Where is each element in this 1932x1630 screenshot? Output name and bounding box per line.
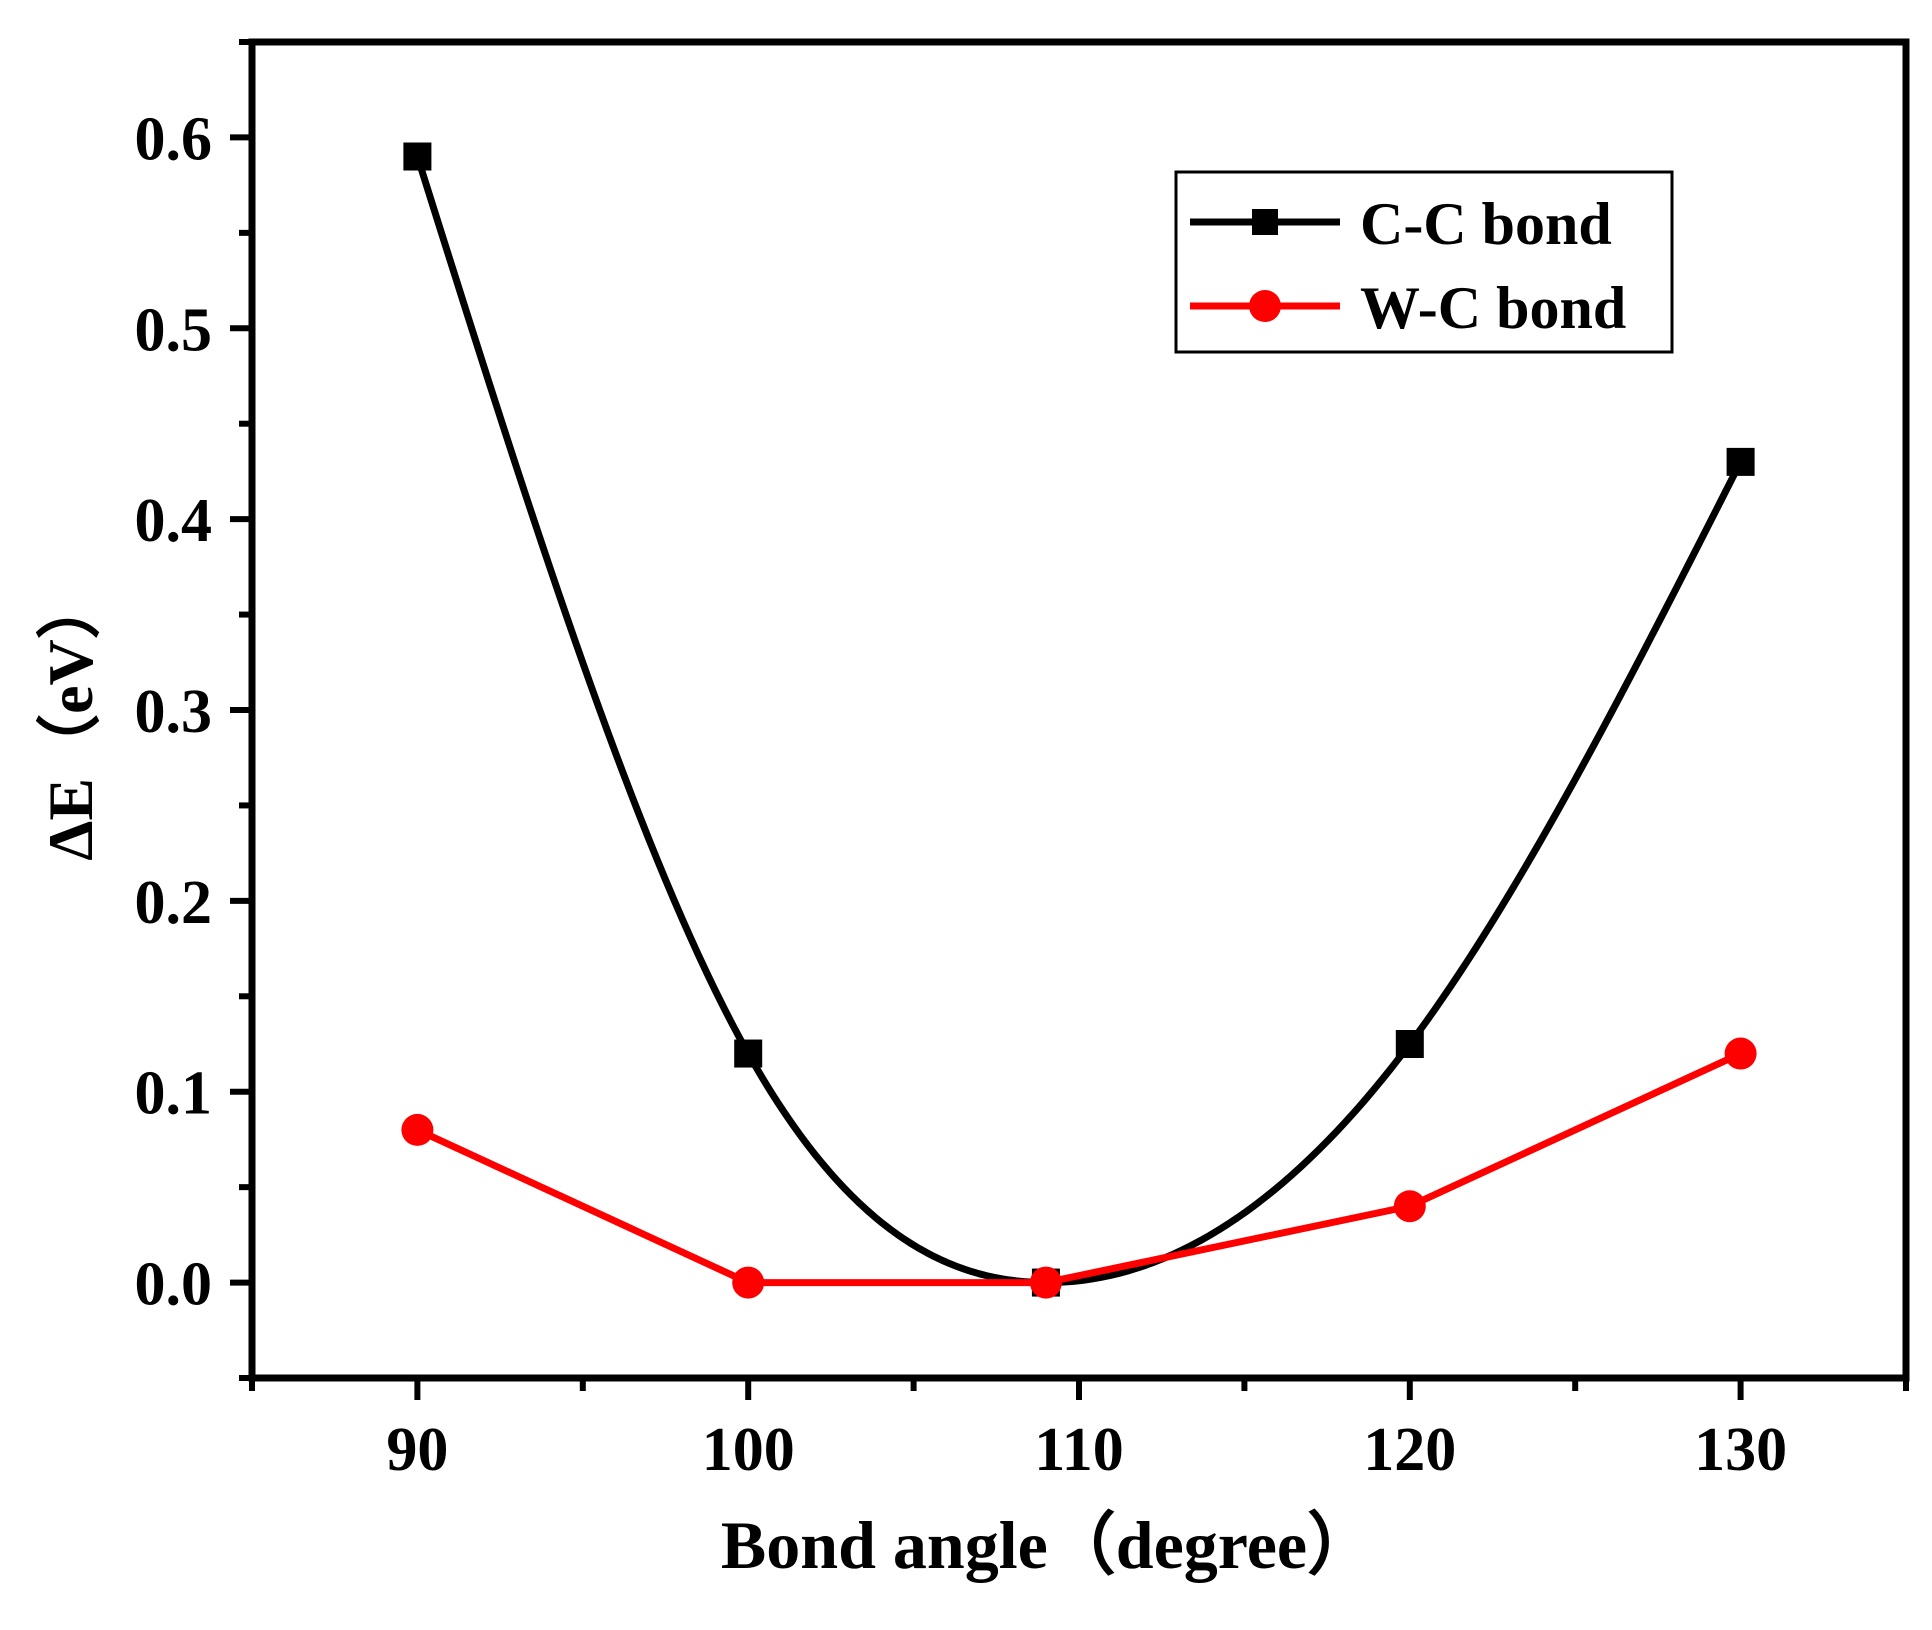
- x-axis-title: Bond angle（degree）: [721, 1507, 1375, 1583]
- y-tick-label: 0.3: [135, 678, 213, 746]
- y-tick-label: 0.4: [135, 487, 213, 555]
- legend-label: C-C bond: [1360, 191, 1612, 257]
- x-tick-label: 110: [1034, 1416, 1124, 1484]
- x-tick-label: 120: [1363, 1416, 1456, 1484]
- series-layer: [401, 142, 1757, 1299]
- axes-layer: 90 100 110 120 130 0.0 0.1 0.2 0.3 0.4 0.5 0.6: [135, 38, 1910, 1484]
- y-tick-label: 0.0: [135, 1251, 213, 1319]
- series-line-w-c-bond: [415, 1050, 1743, 1287]
- legend-marker: [1252, 209, 1278, 235]
- data-point-w-c-bond: [1724, 1037, 1757, 1070]
- data-point-c-c-bond: [403, 142, 432, 171]
- data-point-w-c-bond: [401, 1113, 434, 1146]
- y-tick-label: 0.6: [135, 105, 213, 173]
- x-tick-label: 100: [702, 1416, 795, 1484]
- legend-box: [1174, 170, 1674, 354]
- y-tick-label: 0.2: [135, 869, 213, 937]
- data-point-c-c-bond: [1726, 447, 1755, 476]
- y-tick-label: 0.5: [135, 296, 213, 364]
- y-axis-title: ΔE（eV）: [35, 575, 106, 860]
- x-tick-label: 130: [1694, 1416, 1787, 1484]
- legend: C-C bond W-C bond: [1174, 170, 1674, 354]
- data-point-c-c-bond: [1395, 1030, 1424, 1058]
- data-point-w-c-bond: [732, 1266, 765, 1299]
- legend-marker: [1249, 290, 1281, 322]
- data-point-c-c-bond: [734, 1039, 763, 1068]
- x-tick-label: 90: [386, 1416, 448, 1484]
- data-point-w-c-bond: [1029, 1266, 1062, 1299]
- data-point-w-c-bond: [1393, 1190, 1426, 1223]
- legend-label: W-C bond: [1360, 275, 1626, 341]
- y-tick-label: 0.1: [135, 1060, 213, 1128]
